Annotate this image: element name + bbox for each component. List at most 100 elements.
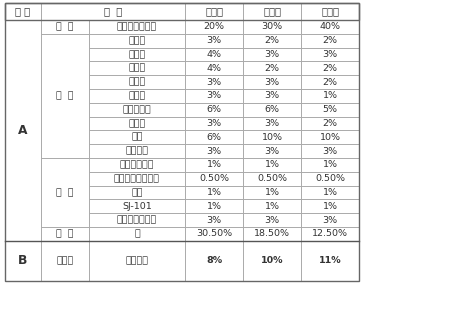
Text: 18.50%: 18.50%	[254, 229, 290, 239]
Text: 纳米炭黑: 纳米炭黑	[125, 146, 148, 156]
Bar	[243, 186, 301, 199]
Bar	[243, 48, 301, 61]
Text: 1%: 1%	[265, 160, 280, 169]
Bar	[243, 241, 301, 281]
Text: 3%: 3%	[322, 146, 338, 156]
Text: 成  分: 成 分	[104, 6, 122, 16]
Text: 绢云母: 绢云母	[128, 50, 146, 59]
Text: 1%: 1%	[265, 188, 280, 197]
Bar	[185, 144, 243, 158]
Text: 0.50%: 0.50%	[199, 174, 229, 183]
Bar	[89, 75, 185, 89]
Bar	[243, 172, 301, 186]
Bar	[41, 20, 89, 34]
Text: 20%: 20%	[203, 22, 224, 32]
Text: 3%: 3%	[207, 216, 222, 225]
Text: 1%: 1%	[265, 202, 280, 211]
Text: 填  料: 填 料	[56, 91, 74, 100]
Bar	[301, 213, 359, 227]
Bar	[301, 158, 359, 172]
Text: 3%: 3%	[264, 78, 280, 87]
Text: 30.50%: 30.50%	[196, 229, 232, 239]
Text: 10%: 10%	[261, 256, 283, 265]
Bar	[89, 186, 185, 199]
Text: 2%: 2%	[265, 36, 280, 45]
Text: 固化剂: 固化剂	[56, 256, 74, 265]
Text: 玻璃刷: 玻璃刷	[128, 91, 146, 100]
Bar	[185, 103, 243, 116]
Text: 3%: 3%	[264, 91, 280, 100]
Bar	[5, 241, 41, 281]
Text: 1%: 1%	[322, 202, 337, 211]
Bar	[89, 103, 185, 116]
Text: 3%: 3%	[207, 78, 222, 87]
Bar	[301, 61, 359, 75]
Bar	[185, 241, 243, 281]
Text: 3%: 3%	[264, 146, 280, 156]
Text: A: A	[18, 124, 28, 137]
Bar	[243, 89, 301, 103]
Text: 溶  剂: 溶 剂	[56, 229, 74, 239]
Text: 3%: 3%	[207, 91, 222, 100]
Text: 丙烯酸树脂乳液: 丙烯酸树脂乳液	[117, 22, 157, 32]
Bar	[185, 227, 243, 241]
Text: 2%: 2%	[322, 36, 337, 45]
Text: 11%: 11%	[319, 256, 341, 265]
Text: 3%: 3%	[264, 50, 280, 59]
Bar	[5, 20, 41, 241]
Text: 树  脂: 树 脂	[56, 22, 74, 32]
Text: 3%: 3%	[322, 216, 338, 225]
Bar	[41, 3, 185, 20]
Bar	[301, 103, 359, 116]
Text: 脂肪醇聚氧乙烯醚: 脂肪醇聚氧乙烯醚	[114, 174, 160, 183]
Text: 4%: 4%	[207, 64, 222, 73]
Bar	[41, 34, 89, 158]
Bar	[89, 172, 185, 186]
Text: 配方三: 配方三	[321, 6, 339, 16]
Bar	[185, 213, 243, 227]
Text: 12.50%: 12.50%	[312, 229, 348, 239]
Bar	[89, 158, 185, 172]
Text: 1%: 1%	[322, 160, 337, 169]
Text: 6%: 6%	[207, 133, 222, 142]
Bar	[185, 130, 243, 144]
Text: SJ-101: SJ-101	[122, 202, 152, 211]
Bar	[185, 172, 243, 186]
Text: 配方一: 配方一	[205, 6, 223, 16]
Text: 0.50%: 0.50%	[257, 174, 287, 183]
Text: 3%: 3%	[207, 119, 222, 128]
Text: 配方二: 配方二	[263, 6, 281, 16]
Bar	[301, 172, 359, 186]
Bar	[89, 61, 185, 75]
Bar	[301, 241, 359, 281]
Text: 助  剂: 助 剂	[56, 188, 74, 197]
Text: 8%: 8%	[206, 256, 222, 265]
Bar	[185, 75, 243, 89]
Bar	[243, 34, 301, 48]
Text: 1%: 1%	[207, 188, 222, 197]
Bar	[243, 20, 301, 34]
Text: 组 分: 组 分	[15, 6, 30, 16]
Text: 30%: 30%	[262, 22, 282, 32]
Bar	[185, 186, 243, 199]
Bar	[301, 116, 359, 130]
Bar	[243, 75, 301, 89]
Bar	[89, 241, 185, 281]
Bar	[185, 3, 243, 20]
Bar	[185, 116, 243, 130]
Bar	[89, 116, 185, 130]
Text: 3%: 3%	[264, 216, 280, 225]
Bar	[41, 241, 89, 281]
Bar	[185, 89, 243, 103]
Text: 三聚磷酸铝: 三聚磷酸铝	[123, 105, 151, 114]
Bar	[89, 227, 185, 241]
Bar	[301, 144, 359, 158]
Bar	[185, 34, 243, 48]
Bar	[89, 34, 185, 48]
Text: 锌粉: 锌粉	[131, 133, 143, 142]
Bar	[243, 61, 301, 75]
Bar	[243, 199, 301, 213]
Text: 植酸: 植酸	[131, 188, 143, 197]
Text: 1%: 1%	[322, 188, 337, 197]
Text: 3%: 3%	[322, 50, 338, 59]
